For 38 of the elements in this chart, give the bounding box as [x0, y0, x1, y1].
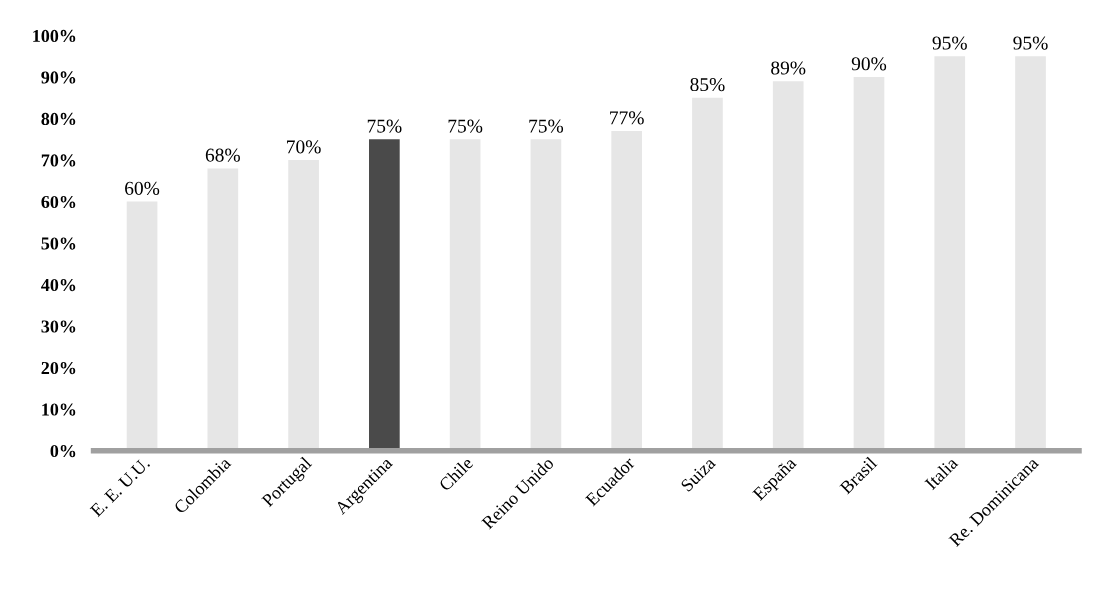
- bar: [369, 139, 400, 451]
- data-label: 90%: [851, 57, 887, 71]
- bar: [611, 131, 643, 451]
- data-label: 75%: [448, 119, 483, 133]
- y-tick-label: 10%: [42, 403, 76, 416]
- data-label: 68%: [205, 148, 240, 162]
- y-tick-label: 80%: [41, 112, 76, 126]
- y-tick-label: 20%: [41, 361, 76, 375]
- bar: [449, 139, 481, 451]
- data-label: 75%: [529, 119, 564, 133]
- data-label: 85%: [690, 78, 725, 92]
- bar: [288, 160, 319, 451]
- y-tick-label: 90%: [41, 71, 76, 84]
- data-label: 77%: [610, 111, 644, 125]
- data-label: 75%: [367, 119, 402, 133]
- bar: [853, 77, 885, 451]
- y-tick-label: 50%: [41, 237, 76, 250]
- y-tick-label: 100%: [33, 29, 76, 43]
- bar: [207, 168, 239, 451]
- bar: [692, 97, 723, 451]
- data-label: 95%: [1013, 36, 1048, 50]
- bar: [934, 56, 966, 451]
- y-tick-label: 40%: [41, 278, 76, 292]
- data-label: 60%: [125, 181, 160, 195]
- bar: [772, 81, 804, 451]
- x-tick-label: Chile: [437, 455, 474, 492]
- bar: [126, 201, 158, 451]
- x-tick-label: Italia: [923, 455, 959, 491]
- y-tick-label: 30%: [41, 320, 76, 333]
- x-tick-label: E. E. U.U.: [89, 456, 151, 518]
- y-tick-label: 60%: [41, 195, 76, 209]
- data-label: 89%: [771, 61, 806, 75]
- y-tick-label: 0%: [50, 444, 76, 458]
- y-tick-label: 70%: [41, 154, 76, 167]
- bar: [1015, 56, 1046, 451]
- bar: [530, 139, 562, 451]
- data-label: 70%: [287, 140, 321, 154]
- data-label: 95%: [932, 36, 967, 50]
